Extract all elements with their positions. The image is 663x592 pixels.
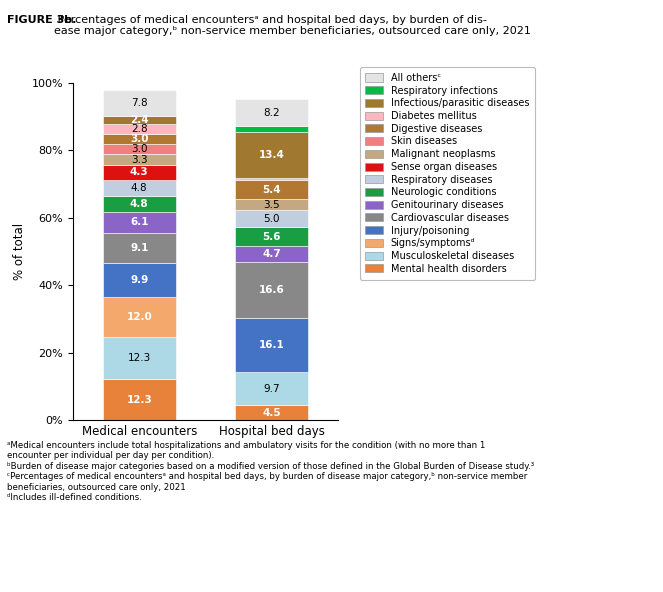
Bar [103,196,176,212]
Y-axis label: % of total: % of total [13,223,26,280]
Text: 4.3: 4.3 [130,168,149,178]
Bar [103,134,176,144]
Text: Percentages of medical encountersᵃ and hospital bed days, by burden of dis-
ease: Percentages of medical encountersᵃ and h… [54,15,531,36]
Legend: All othersᶜ, Respiratory infections, Infectious/parasitic diseases, Diabetes mel: All othersᶜ, Respiratory infections, Inf… [359,67,535,279]
Text: 5.0: 5.0 [264,214,280,224]
Bar [235,181,308,199]
Text: 5.6: 5.6 [263,231,281,242]
Text: ᵃMedical encounters include total hospitalizations and ambulatory visits for the: ᵃMedical encounters include total hospit… [7,441,534,502]
Text: FIGURE 3b.: FIGURE 3b. [7,15,76,25]
Text: 2.4: 2.4 [130,115,149,126]
Text: 12.3: 12.3 [127,394,152,404]
Text: 4.5: 4.5 [263,408,281,418]
Text: 2.8: 2.8 [131,124,148,134]
Bar [103,116,176,124]
Bar [103,297,176,337]
Bar [103,154,176,165]
Bar [235,210,308,227]
Bar [103,165,176,180]
Text: 12.0: 12.0 [127,312,152,322]
Text: 4.8: 4.8 [130,199,149,209]
Bar [103,233,176,263]
Text: 7.8: 7.8 [131,98,148,108]
Bar [103,180,176,196]
Text: 3.5: 3.5 [263,200,280,210]
Bar [103,124,176,134]
Text: 9.7: 9.7 [263,384,280,394]
Bar [235,262,308,318]
Text: 16.6: 16.6 [259,285,284,295]
Text: 13.4: 13.4 [259,150,285,160]
Bar [103,212,176,233]
Bar [235,178,308,181]
Bar [235,199,308,210]
Text: 9.9: 9.9 [130,275,149,285]
Text: 6.1: 6.1 [130,217,149,227]
Bar [103,144,176,154]
Text: 12.3: 12.3 [127,353,151,363]
Text: 3.0: 3.0 [130,134,149,144]
Bar [103,90,176,116]
Text: 16.1: 16.1 [259,340,284,350]
Bar [235,227,308,246]
Bar [235,246,308,262]
Bar [103,379,176,420]
Text: 8.2: 8.2 [263,108,280,118]
Bar [235,99,308,127]
Bar [235,405,308,420]
Bar [235,133,308,178]
Bar [103,263,176,297]
Text: 4.7: 4.7 [263,249,281,259]
Text: 9.1: 9.1 [130,243,149,253]
Bar [103,337,176,379]
Bar [235,372,308,405]
Text: 3.3: 3.3 [131,155,148,165]
Text: 5.4: 5.4 [263,185,281,195]
Text: 3.0: 3.0 [131,144,147,154]
Text: 4.8: 4.8 [131,183,148,193]
Bar [235,318,308,372]
Bar [235,127,308,133]
